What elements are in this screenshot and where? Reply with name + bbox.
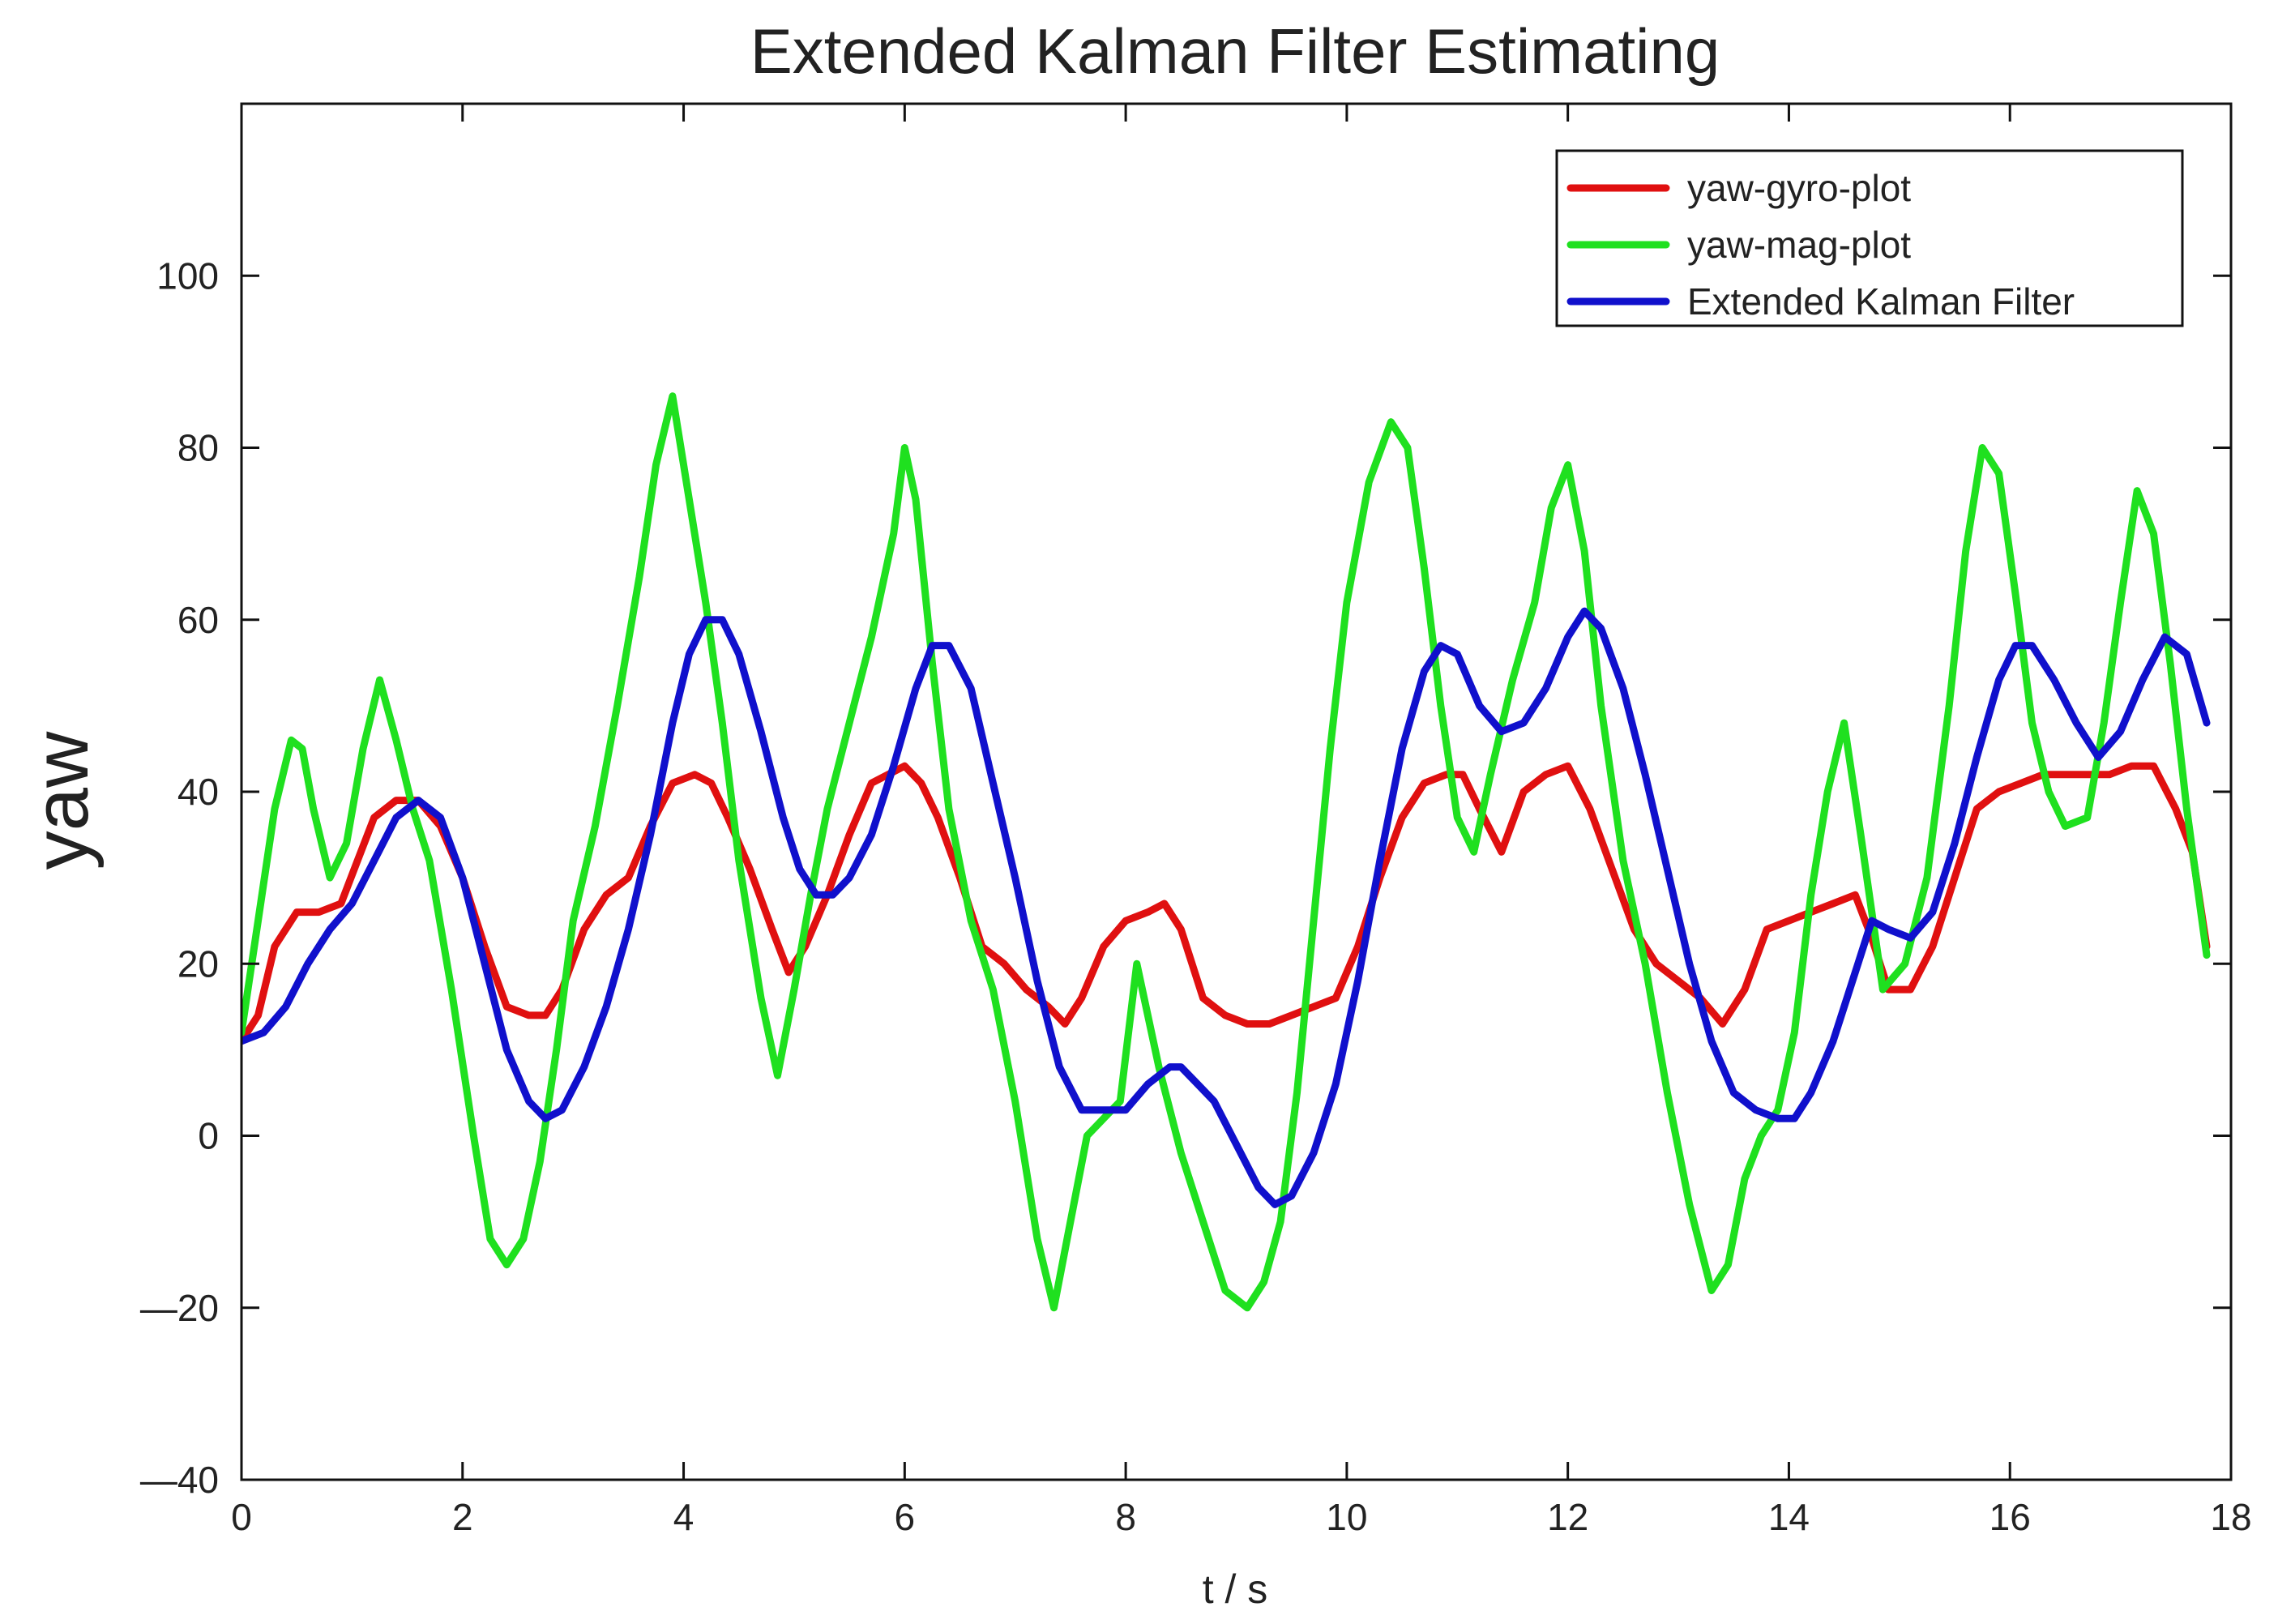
x-tick-label: 4 [673, 1496, 695, 1538]
x-tick-label: 12 [1547, 1496, 1588, 1538]
x-tick-label: 14 [1768, 1496, 1810, 1538]
legend-label-1: yaw-gyro-plot [1687, 167, 1911, 209]
x-tick-label: 18 [2210, 1496, 2251, 1538]
y-tick-label: 20 [177, 942, 219, 985]
x-tick-label: 10 [1326, 1496, 1367, 1538]
y-tick-label: 80 [177, 427, 219, 469]
series-line-3 [241, 607, 2211, 1208]
y-axis-label: yaw [18, 731, 105, 870]
x-tick-label: 0 [231, 1496, 252, 1538]
x-tick-label: 8 [1115, 1496, 1136, 1538]
plot-frame [240, 102, 2233, 1481]
x-tick-label: 16 [1990, 1496, 2031, 1538]
chart-title: Extended Kalman Filter Estimating [750, 15, 1720, 87]
legend-box [1555, 149, 2184, 327]
legend-label-2: yaw-mag-plot [1687, 224, 1911, 266]
ticks-layer: 0 2 4 6 8 10 12 14 16 18 —40 —20 0 20 40 60 80 100 [140, 104, 2252, 1538]
series-layer [241, 392, 2211, 1312]
y-tick-label: —20 [140, 1287, 219, 1329]
legend: yaw-gyro-plot yaw-mag-plot Extended Kalman… [1555, 149, 2184, 327]
y-tick-label: 60 [177, 599, 219, 641]
x-tick-label: 6 [895, 1496, 916, 1538]
y-tick-label: —40 [140, 1459, 219, 1501]
plot-area [241, 392, 2211, 1312]
x-axis-label: t / s [1203, 1566, 1268, 1612]
x-tick-label: 2 [452, 1496, 473, 1538]
y-tick-label: 100 [156, 254, 219, 297]
y-tick-label: 40 [177, 771, 219, 813]
y-tick-label: 0 [198, 1115, 219, 1157]
series-line-2 [241, 392, 2211, 1312]
legend-label-3: Extended Kalman Filter [1687, 280, 2075, 323]
